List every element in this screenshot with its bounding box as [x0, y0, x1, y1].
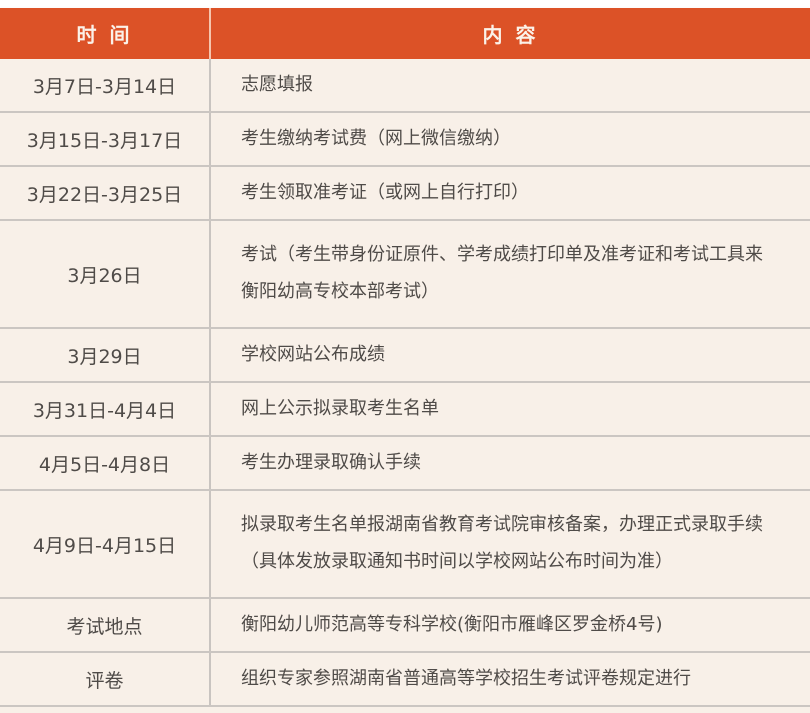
content-cell: 考生领取准考证（或网上自行打印） [241, 181, 529, 203]
content-cell: 衡阳幼儿师范高等专科学校(衡阳市雁峰区罗金桥4号) [241, 613, 663, 635]
content-cell: 考生缴纳考试费（网上微信缴纳） [241, 127, 511, 149]
time-cell: 3月15日-3月17日 [0, 113, 211, 165]
table-bottom-edge [0, 707, 810, 713]
time-cell: 评卷 [0, 653, 211, 705]
table-row: 评卷 组织专家参照湖南省普通高等学校招生考试评卷规定进行 [0, 653, 810, 707]
table-row: 4月5日-4月8日 考生办理录取确认手续 [0, 437, 810, 491]
content-cell: 拟录取考生名单报湖南省教育考试院审核备案，办理正式录取手续（具体发放录取通知书时… [241, 514, 763, 572]
table-row: 4月9日-4月15日 拟录取考生名单报湖南省教育考试院审核备案，办理正式录取手续… [0, 491, 810, 599]
time-cell: 3月7日-3月14日 [0, 59, 211, 111]
time-cell: 4月9日-4月15日 [0, 491, 211, 597]
content-cell: 网上公示拟录取考生名单 [241, 397, 439, 419]
table-row: 3月26日 考试（考生带身份证原件、学考成绩打印单及准考证和考试工具来衡阳幼高专… [0, 221, 810, 329]
content-cell: 学校网站公布成绩 [241, 343, 385, 365]
content-cell: 考试（考生带身份证原件、学考成绩打印单及准考证和考试工具来衡阳幼高专校本部考试） [241, 244, 763, 302]
table-row: 3月22日-3月25日 考生领取准考证（或网上自行打印） [0, 167, 810, 221]
table-row: 考试地点 衡阳幼儿师范高等专科学校(衡阳市雁峰区罗金桥4号) [0, 599, 810, 653]
content-cell: 志愿填报 [241, 73, 313, 95]
table-row: 3月31日-4月4日 网上公示拟录取考生名单 [0, 383, 810, 437]
content-cell: 考生办理录取确认手续 [241, 451, 421, 473]
table-row: 3月15日-3月17日 考生缴纳考试费（网上微信缴纳） [0, 113, 810, 167]
time-cell: 3月31日-4月4日 [0, 383, 211, 435]
time-cell: 3月26日 [0, 221, 211, 327]
time-cell: 3月29日 [0, 329, 211, 381]
table-row: 3月7日-3月14日 志愿填报 [0, 59, 810, 113]
table-header-row: 时 间 内 容 [0, 8, 810, 59]
table-row: 3月29日 学校网站公布成绩 [0, 329, 810, 383]
time-cell: 考试地点 [0, 599, 211, 651]
time-cell: 3月22日-3月25日 [0, 167, 211, 219]
column-header-content: 内 容 [482, 23, 539, 47]
content-cell: 组织专家参照湖南省普通高等学校招生考试评卷规定进行 [241, 667, 691, 689]
column-header-time: 时 间 [0, 8, 211, 59]
time-cell: 4月5日-4月8日 [0, 437, 211, 489]
